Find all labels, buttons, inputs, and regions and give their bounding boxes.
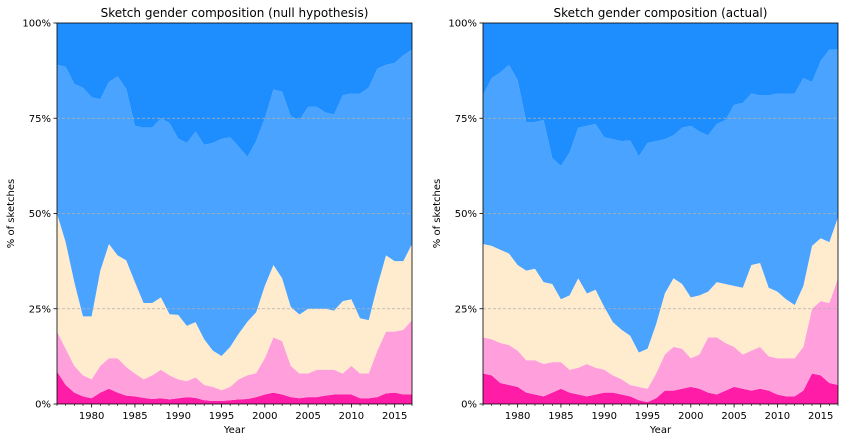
y-tick-label: 0% <box>461 400 477 411</box>
x-axis-label: Year <box>649 425 672 436</box>
chart-actual: Sketch gender composition (actual) 1980 1… <box>432 6 839 436</box>
chart-title: Sketch gender composition (actual) <box>554 6 768 20</box>
x-tick-label: 2010 <box>339 411 364 422</box>
x-axis-label: Year <box>223 425 246 436</box>
area-layer-2 <box>483 278 838 403</box>
x-tick-label: 2000 <box>678 411 703 422</box>
area-layer-3 <box>483 217 838 389</box>
x-tick-label: 1980 <box>505 411 530 422</box>
chart-title: Sketch gender composition (null hypothes… <box>101 6 369 20</box>
x-axis-ticks: 1980 1985 1990 1995 2000 2005 2010 2015 <box>482 404 839 422</box>
y-tick-label: 0% <box>35 400 51 411</box>
area-layer-5 <box>57 23 412 158</box>
x-tick-label: 1980 <box>79 411 104 422</box>
y-tick-label: 100% <box>22 19 51 30</box>
chart-null-hypothesis: Sketch gender composition (null hypothes… <box>6 6 413 436</box>
y-tick-label: 50% <box>29 209 51 220</box>
y-tick-label: 75% <box>455 114 477 125</box>
x-tick-label: 1995 <box>635 411 660 422</box>
area-layers <box>483 23 838 404</box>
area-layer-1 <box>483 373 838 404</box>
y-tick-label: 25% <box>29 304 51 315</box>
gridlines <box>57 117 412 310</box>
y-tick-label: 25% <box>455 304 477 315</box>
x-tick-label: 1990 <box>591 411 616 422</box>
x-tick-label: 2005 <box>721 411 746 422</box>
area-layer-2 <box>57 320 412 401</box>
y-axis-ticks: 0% 25% 50% 75% 100% <box>448 19 483 411</box>
x-axis-ticks: 1980 1985 1990 1995 2000 2005 2010 2015 <box>56 404 413 422</box>
x-tick-label: 2015 <box>808 411 833 422</box>
area-layer-5 <box>483 23 838 166</box>
area-layers <box>57 23 412 404</box>
y-axis-label: % of sketches <box>6 179 17 248</box>
x-tick-label: 1990 <box>165 411 190 422</box>
x-tick-label: 2005 <box>295 411 320 422</box>
area-layer-4 <box>483 49 838 353</box>
x-tick-label: 2015 <box>382 411 407 422</box>
y-tick-label: 100% <box>448 19 477 30</box>
area-layer-1 <box>57 371 412 404</box>
x-tick-label: 1985 <box>548 411 573 422</box>
x-tick-label: 2000 <box>252 411 277 422</box>
gridlines <box>483 117 838 310</box>
area-layer-4 <box>57 49 412 356</box>
y-tick-label: 75% <box>29 114 51 125</box>
y-tick-label: 50% <box>455 209 477 220</box>
y-axis-ticks: 0% 25% 50% 75% 100% <box>22 19 57 411</box>
x-tick-label: 1995 <box>209 411 234 422</box>
y-axis-label: % of sketches <box>432 179 443 248</box>
area-layer-3 <box>57 213 412 391</box>
x-tick-label: 1985 <box>122 411 147 422</box>
x-tick-label: 2010 <box>765 411 790 422</box>
